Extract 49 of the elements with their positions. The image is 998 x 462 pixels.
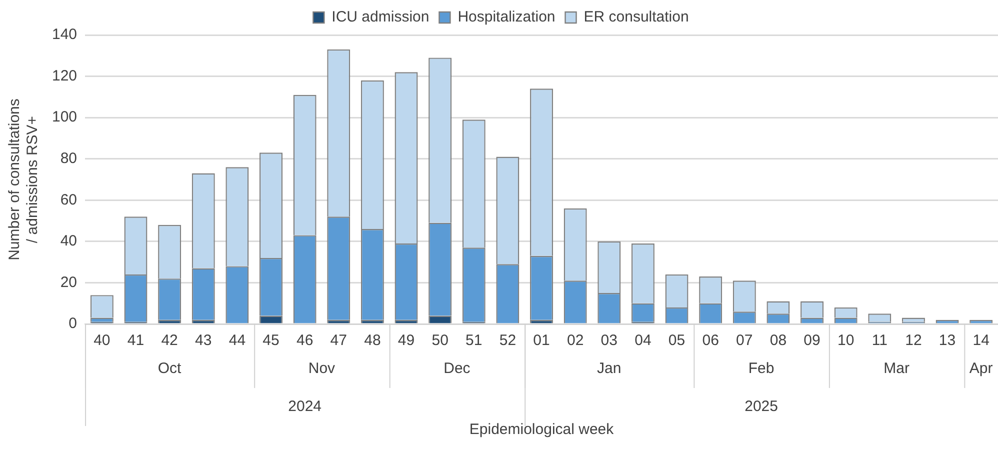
x-tick-label: 43 [195,332,212,350]
x-tick-label: 51 [466,332,482,350]
x-tick-label: 46 [296,332,314,350]
y-tick-label: 60 [60,191,78,208]
x-tick-label: 13 [938,332,956,350]
x-tick-label: 04 [634,332,652,350]
text: 2024 [288,398,322,416]
x-tick-label: 42 [161,332,178,350]
x-tick-label: 01 [533,332,550,350]
y-axis-title: Number of consultations / admissions RSV+ [6,98,42,260]
x-tick-label: 41 [127,332,144,350]
y-tick-label: 80 [60,150,78,167]
text: Apr [969,360,993,378]
x-tick-label: 11 [872,332,888,350]
y-tick-label: 120 [52,67,78,84]
x-tick-label: 06 [702,332,719,350]
y-tick-label: 40 [60,232,78,250]
text: Nov [308,360,336,378]
x-tick-label: 45 [262,332,280,350]
y-tick-label: 140 [52,26,78,44]
x-tick-label: 03 [600,332,618,350]
text: Jan [597,360,622,378]
x-tick-label: 48 [364,332,381,350]
x-tick-label: 52 [499,332,516,350]
text: Feb [748,360,774,378]
legend-label: ER consultation [584,8,689,26]
legend-label: ICU admission [332,8,430,26]
text: Mar [884,360,910,378]
legend-label: Hospitalization [458,8,556,26]
y-tick-label: 20 [60,274,78,291]
x-tick-label: 50 [432,332,448,350]
text: 2025 [744,398,778,416]
x-axis-title: Epidemiological week [469,421,614,438]
text: Dec [444,360,471,378]
text: Oct [158,360,182,378]
x-tick-label: 47 [330,332,347,350]
x-tick-label: 40 [94,332,110,350]
x-tick-label: 14 [972,332,990,350]
x-tick-label: 07 [736,332,753,350]
y-tick-label: 0 [68,315,78,332]
x-tick-label: 09 [804,332,820,350]
x-tick-label: 02 [566,332,584,350]
x-tick-label: 12 [905,332,922,350]
x-tick-label: 05 [668,332,686,350]
x-tick-label: 49 [398,332,415,350]
x-tick-label: 44 [228,332,246,350]
y-tick-label: 100 [52,108,78,126]
x-tick-label: 10 [837,332,854,350]
x-tick-label: 08 [770,332,787,350]
